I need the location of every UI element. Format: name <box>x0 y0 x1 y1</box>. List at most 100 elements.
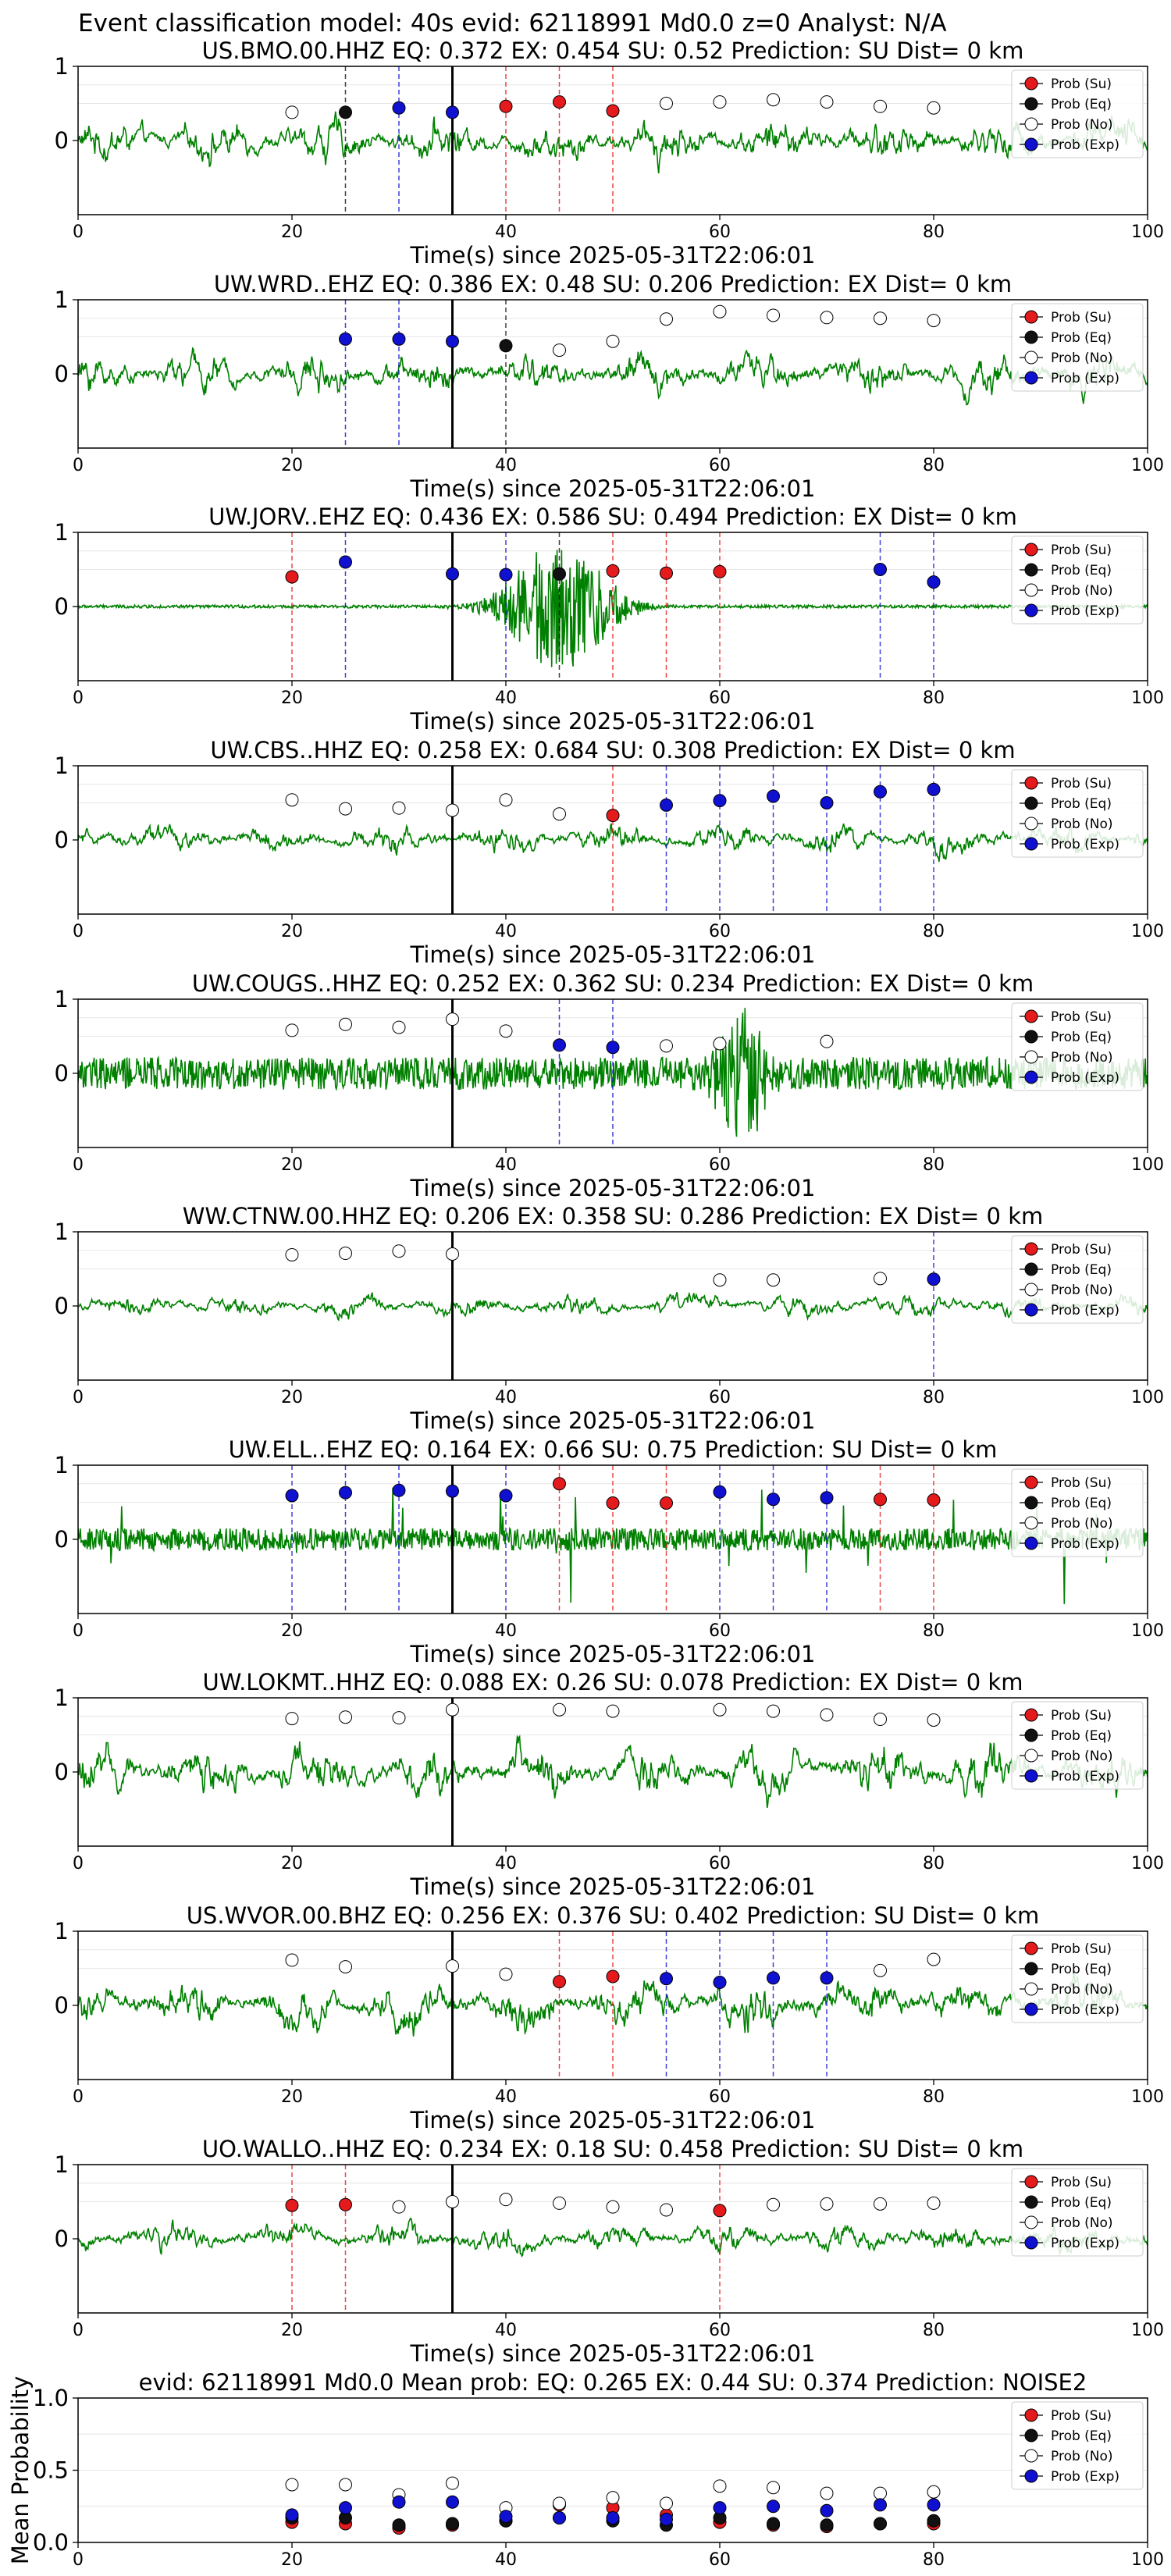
legend-label-exp: Prob (Exp) <box>1051 603 1119 619</box>
prob-marker-eq <box>767 2517 780 2531</box>
prob-marker-exp <box>553 1038 566 1052</box>
prob-marker-no <box>392 2200 406 2214</box>
panel-7: UW.ELL..EHZ EQ: 0.164 EX: 0.66 SU: 0.75 … <box>55 1436 1164 1667</box>
prob-marker-no <box>606 1704 620 1718</box>
waveform-trace <box>78 1291 1148 1322</box>
y-tick-label: 1 <box>55 1219 69 1245</box>
prob-marker-no <box>606 334 620 348</box>
legend-marker-no <box>1024 350 1038 365</box>
y-tick-label: 1 <box>55 286 69 313</box>
prob-marker-exp <box>927 2498 941 2512</box>
legend-label-eq: Prob (Eq) <box>1051 1728 1112 1744</box>
x-tick-label: 20 <box>281 2087 303 2107</box>
legend-marker-su <box>1024 76 1038 91</box>
prob-marker-no <box>446 1959 459 1973</box>
legend: Prob (Su) Prob (Eq) Prob (No) Prob (Exp) <box>1011 69 1144 158</box>
prob-marker-su <box>606 564 620 578</box>
x-tick-label: 40 <box>495 1155 517 1175</box>
plot-area <box>78 1232 1148 1380</box>
legend-marker-su <box>1024 2408 1038 2422</box>
y-tick-label: 0.5 <box>33 2457 69 2484</box>
panel-10: UO.WALLO..HHZ EQ: 0.234 EX: 0.18 SU: 0.4… <box>55 2136 1164 2367</box>
x-tick-label: 60 <box>709 1155 731 1175</box>
prob-marker-no <box>874 99 887 113</box>
x-tick-label: 40 <box>495 1388 517 1407</box>
panel-title: WW.CTNW.00.HHZ EQ: 0.206 EX: 0.358 SU: 0… <box>183 1203 1044 1229</box>
x-tick-label: 100 <box>1131 1621 1164 1641</box>
legend-label-su: Prob (Su) <box>1051 1242 1112 1258</box>
panel-title: evid: 62118991 Md0.0 Mean prob: EQ: 0.26… <box>139 2369 1087 2396</box>
legend-marker-su <box>1024 543 1038 557</box>
x-axis-label: Time(s) since 2025-05-31T22:06:01 <box>410 2107 816 2133</box>
legend-marker-eq <box>1024 330 1038 344</box>
prob-marker-exp <box>927 575 941 589</box>
plot-area <box>78 1931 1148 2080</box>
plot-area <box>78 66 1148 215</box>
x-tick-label: 60 <box>709 222 731 242</box>
prob-marker-no <box>820 311 834 325</box>
legend-label-no: Prob (No) <box>1051 1283 1113 1298</box>
legend-label-no: Prob (No) <box>1051 350 1113 366</box>
prob-marker-no <box>767 2481 780 2495</box>
prob-marker-no <box>446 803 459 817</box>
legend-marker-exp <box>1024 2236 1038 2250</box>
x-tick-label: 100 <box>1131 2321 1164 2340</box>
legend-marker-su <box>1024 2175 1038 2189</box>
prob-marker-exp <box>446 1484 459 1498</box>
legend-marker-eq <box>1024 1962 1038 1976</box>
legend-marker-su <box>1024 1242 1038 1256</box>
legend-label-su: Prob (Su) <box>1051 543 1112 558</box>
legend-marker-su <box>1024 1475 1038 1489</box>
x-tick-label: 100 <box>1131 2550 1164 2570</box>
prob-marker-no <box>820 2197 834 2211</box>
y-tick-label: 0 <box>55 1060 69 1087</box>
x-tick-label: 0 <box>73 688 84 708</box>
x-tick-label: 80 <box>923 222 945 242</box>
x-axis-label: Time(s) since 2025-05-31T22:06:01 <box>410 242 816 269</box>
prob-marker-eq <box>874 2517 887 2531</box>
prob-marker-exp <box>553 2511 566 2525</box>
prob-marker-no <box>713 95 727 109</box>
legend-marker-exp <box>1024 1769 1038 1783</box>
x-tick-label: 60 <box>709 2321 731 2340</box>
prob-marker-no <box>285 1953 299 1967</box>
legend-label-exp: Prob (Exp) <box>1051 1769 1119 1784</box>
prob-marker-exp <box>339 555 352 569</box>
y-tick-label: 1.0 <box>33 2385 69 2411</box>
prob-marker-exp <box>285 2508 299 2522</box>
prob-marker-no <box>339 1960 352 1974</box>
prob-marker-su <box>874 1493 887 1507</box>
prob-marker-no <box>660 2496 673 2510</box>
prob-marker-exp <box>767 789 780 803</box>
panel-5: UW.COUGS..HHZ EQ: 0.252 EX: 0.362 SU: 0.… <box>55 970 1164 1201</box>
legend-marker-exp <box>1024 1303 1038 1317</box>
plot-area <box>78 1465 1148 1614</box>
legend-marker-exp <box>1024 371 1038 385</box>
x-tick-label: 80 <box>923 2550 945 2570</box>
prob-marker-exp <box>713 1976 727 1990</box>
x-tick-label: 60 <box>709 1854 731 1873</box>
legend-label-eq: Prob (Eq) <box>1051 1962 1112 1977</box>
prob-marker-su <box>553 1477 566 1491</box>
panel-1: US.BMO.00.HHZ EQ: 0.372 EX: 0.454 SU: 0.… <box>55 37 1164 269</box>
prob-marker-exp <box>392 332 406 346</box>
prob-marker-no <box>392 1244 406 1258</box>
prob-marker-exp <box>927 1272 941 1286</box>
legend-label-su: Prob (Su) <box>1051 310 1112 326</box>
legend: Prob (Su) Prob (Eq) Prob (No) Prob (Exp) <box>1011 769 1144 858</box>
waveform-trace <box>78 1735 1148 1809</box>
prob-marker-no <box>874 1713 887 1727</box>
legend-frame <box>1011 535 1144 624</box>
legend-label-exp: Prob (Exp) <box>1051 2002 1119 2018</box>
legend-frame <box>1011 1235 1144 1324</box>
prob-marker-exp <box>820 796 834 809</box>
x-tick-label: 80 <box>923 688 945 708</box>
panels-container: US.BMO.00.HHZ EQ: 0.372 EX: 0.454 SU: 0.… <box>7 37 1164 2570</box>
prob-marker-exp <box>339 2501 352 2515</box>
legend-label-no: Prob (No) <box>1051 817 1113 832</box>
prob-marker-su <box>660 1496 673 1510</box>
prob-marker-no <box>820 1708 834 1722</box>
prob-marker-no <box>927 314 941 328</box>
legend-marker-su <box>1024 310 1038 324</box>
x-tick-label: 80 <box>923 2087 945 2107</box>
